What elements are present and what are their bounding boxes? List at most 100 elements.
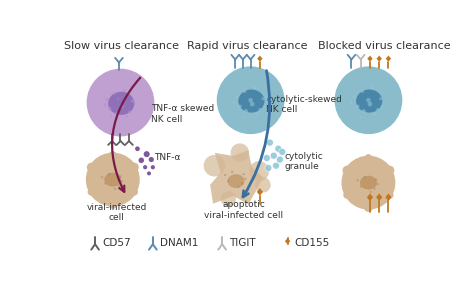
Circle shape: [238, 104, 242, 108]
Circle shape: [130, 188, 138, 196]
Circle shape: [204, 155, 225, 177]
Circle shape: [87, 69, 155, 136]
Circle shape: [381, 105, 383, 108]
Polygon shape: [376, 193, 383, 201]
Circle shape: [138, 157, 144, 163]
Circle shape: [343, 191, 351, 199]
Ellipse shape: [228, 174, 245, 188]
Circle shape: [128, 110, 131, 113]
Ellipse shape: [238, 90, 264, 113]
Circle shape: [335, 66, 402, 134]
Text: DNAM1: DNAM1: [160, 238, 198, 248]
Text: TNF-α skewed
NK cell: TNF-α skewed NK cell: [151, 104, 215, 124]
Text: CD155: CD155: [294, 238, 330, 248]
Text: TIGIT: TIGIT: [229, 238, 255, 248]
Circle shape: [379, 97, 383, 100]
Circle shape: [341, 156, 395, 210]
Polygon shape: [367, 56, 373, 62]
Circle shape: [135, 146, 140, 151]
Circle shape: [270, 152, 277, 159]
Circle shape: [253, 86, 256, 90]
Ellipse shape: [108, 92, 134, 115]
Circle shape: [243, 89, 246, 93]
Circle shape: [232, 101, 235, 104]
Circle shape: [373, 113, 376, 116]
Circle shape: [263, 105, 266, 108]
Circle shape: [255, 177, 271, 193]
Circle shape: [242, 116, 244, 119]
Ellipse shape: [360, 176, 377, 190]
Polygon shape: [376, 56, 382, 62]
Polygon shape: [257, 188, 263, 196]
Circle shape: [261, 97, 264, 100]
Circle shape: [360, 89, 364, 93]
Circle shape: [237, 185, 239, 188]
Circle shape: [359, 116, 362, 119]
Circle shape: [114, 188, 116, 190]
Circle shape: [255, 113, 258, 116]
Circle shape: [266, 139, 273, 146]
Text: Rapid virus clearance: Rapid virus clearance: [188, 41, 308, 51]
Circle shape: [147, 171, 151, 175]
Circle shape: [131, 99, 135, 103]
Circle shape: [110, 115, 112, 117]
Circle shape: [129, 163, 139, 172]
Circle shape: [241, 182, 243, 184]
Circle shape: [248, 98, 253, 103]
Circle shape: [375, 178, 377, 181]
Circle shape: [364, 203, 373, 212]
Circle shape: [231, 143, 249, 162]
Circle shape: [370, 191, 372, 193]
Polygon shape: [385, 193, 392, 201]
Text: Blocked virus clearance: Blocked virus clearance: [319, 41, 451, 51]
Circle shape: [386, 191, 393, 199]
Circle shape: [356, 179, 359, 182]
Circle shape: [343, 166, 352, 175]
Circle shape: [143, 165, 147, 169]
Text: viral-infected
cell: viral-infected cell: [86, 203, 147, 222]
Circle shape: [249, 161, 269, 181]
Polygon shape: [386, 56, 391, 62]
Circle shape: [118, 184, 120, 187]
Text: TNF-α: TNF-α: [155, 153, 181, 162]
Circle shape: [356, 104, 360, 108]
Circle shape: [108, 107, 112, 111]
Polygon shape: [257, 56, 263, 62]
Circle shape: [366, 98, 371, 103]
Text: cytolytic-skewed
NK cell: cytolytic-skewed NK cell: [266, 95, 342, 114]
Circle shape: [220, 191, 236, 206]
Circle shape: [103, 103, 107, 106]
Circle shape: [88, 188, 95, 196]
Text: apoptotic
viral-infected cell: apoptotic viral-infected cell: [204, 200, 283, 220]
Circle shape: [353, 96, 356, 99]
Circle shape: [87, 163, 96, 172]
Circle shape: [264, 155, 270, 162]
Circle shape: [120, 104, 124, 108]
Circle shape: [144, 151, 150, 157]
Circle shape: [123, 89, 126, 92]
Circle shape: [149, 157, 154, 162]
Circle shape: [86, 153, 140, 206]
Circle shape: [113, 92, 116, 95]
Circle shape: [244, 109, 248, 113]
Circle shape: [350, 101, 353, 104]
Circle shape: [217, 66, 284, 134]
Circle shape: [360, 185, 362, 188]
Circle shape: [224, 174, 227, 176]
Polygon shape: [210, 150, 263, 204]
Circle shape: [376, 183, 379, 185]
Circle shape: [250, 102, 255, 106]
Circle shape: [119, 175, 122, 178]
Polygon shape: [285, 238, 290, 244]
Circle shape: [101, 176, 103, 178]
Circle shape: [362, 109, 366, 113]
Circle shape: [275, 145, 282, 152]
Circle shape: [265, 164, 272, 171]
Circle shape: [371, 86, 374, 90]
Ellipse shape: [356, 90, 383, 113]
Circle shape: [385, 166, 394, 175]
Circle shape: [258, 108, 261, 111]
Circle shape: [117, 97, 119, 100]
Text: Slow virus clearance: Slow virus clearance: [64, 41, 179, 51]
Polygon shape: [367, 193, 373, 201]
